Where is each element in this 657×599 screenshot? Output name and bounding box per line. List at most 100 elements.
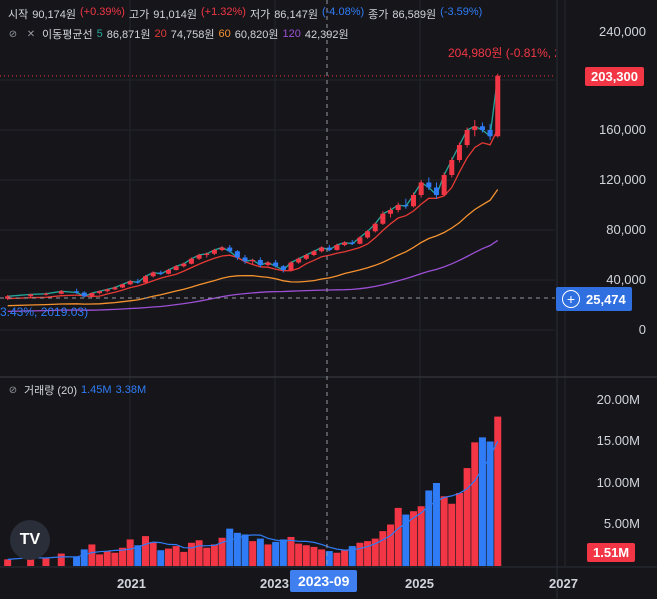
volume-bar [478, 437, 486, 566]
eye-off-icon[interactable]: ⊘ [8, 384, 18, 396]
high-change: (+1.32%) [200, 6, 246, 18]
volume-bar [279, 539, 287, 566]
volume-ma-line [7, 440, 499, 560]
candle-body [280, 266, 286, 270]
candle-body [449, 160, 455, 175]
candle-body [227, 247, 233, 252]
ma20-value: 74,758원 [170, 29, 215, 41]
price-tick: 160,000 [599, 122, 646, 137]
volume-bar [417, 506, 425, 566]
high-value: 91,014원 [153, 9, 197, 21]
overlays [0, 0, 555, 566]
plus-circle-icon[interactable]: + [562, 290, 580, 308]
volume-bar [494, 416, 502, 566]
close-value: 86,589원 [392, 9, 437, 21]
volume-bar [379, 531, 387, 566]
candle-body [395, 205, 401, 210]
volume-bar [486, 441, 494, 566]
candle-body [433, 187, 439, 195]
candle-body [342, 242, 348, 245]
candle-body [464, 130, 470, 145]
open-value: 90,174원 [32, 9, 77, 21]
candle-body [112, 287, 118, 290]
candle-body [158, 272, 164, 274]
volume-bar [394, 507, 402, 566]
volume-bar [333, 552, 341, 566]
ohlc-legend: 시작 90,174원 (+0.39%) 고가 91,014원 (+1.32%) … [8, 6, 482, 22]
eye-off-icon[interactable]: ⊘ [8, 28, 18, 40]
ma120-value: 42,392원 [304, 29, 349, 41]
volume-bar [310, 546, 318, 566]
volume-tick: 20.00M [596, 392, 640, 407]
candle-body [188, 258, 194, 264]
volume-bar [126, 539, 134, 566]
candle-body [173, 266, 179, 270]
volume-bar [195, 540, 203, 566]
ma-line-60 [7, 189, 499, 307]
volume-bar [57, 553, 65, 566]
price-tick: 80,000 [606, 222, 646, 237]
low-change: (-4.08%) [321, 6, 365, 18]
volume-bar [218, 537, 226, 566]
volume-bar [111, 552, 119, 566]
volume-bar [302, 545, 310, 566]
candle-body [43, 293, 49, 295]
volume-bar [27, 556, 35, 566]
price-tick: 40,000 [606, 272, 646, 287]
volume-bar [364, 541, 372, 566]
volume-bar [249, 541, 257, 566]
candle-body [58, 291, 64, 294]
volume-bar [471, 442, 479, 566]
volume-label: 거래량 (20) [24, 385, 77, 397]
candle-body [74, 291, 80, 293]
candles [5, 73, 501, 300]
candle-body [472, 126, 478, 130]
candle-body [250, 260, 256, 262]
high-label: 고가 [128, 9, 150, 21]
volume-tick: 10.00M [596, 475, 640, 490]
volume-bar [103, 551, 111, 566]
volume-bar [325, 551, 333, 566]
candle-body [495, 75, 501, 137]
volume-bar [141, 536, 149, 566]
low-label: 저가 [249, 9, 271, 21]
candle-body [165, 270, 171, 274]
candle-body [479, 126, 485, 130]
candle-body [441, 175, 447, 195]
low-value: 86,147원 [274, 9, 318, 21]
candle-body [265, 262, 271, 265]
ma-line-120 [7, 239, 499, 313]
tradingview-logo[interactable]: TV [10, 520, 50, 560]
candle-body [380, 213, 386, 224]
price-tick: 120,000 [599, 172, 646, 187]
volume-bar [387, 524, 395, 566]
candle-body [181, 263, 187, 267]
volume-tick: 5.00M [603, 516, 640, 531]
volume-bar [187, 542, 195, 566]
candle-body [242, 257, 248, 262]
candle-body [219, 247, 225, 250]
candle-body [403, 205, 409, 207]
candle-body [234, 251, 240, 258]
volume-bar [371, 538, 379, 566]
candle-body [311, 251, 317, 255]
volume-bar [157, 550, 165, 566]
volume-bar [233, 532, 241, 566]
candle-body [204, 253, 210, 255]
close-icon[interactable]: ✕ [26, 28, 36, 40]
candle-body [456, 145, 462, 160]
candle-body [150, 272, 156, 277]
volume-bar [88, 544, 96, 566]
ma60-value: 60,820원 [234, 29, 279, 41]
crosshair-price-tag[interactable]: + 25,474 [556, 287, 632, 311]
candle-body [319, 247, 325, 252]
candle-body [127, 281, 133, 285]
volume-bar [463, 468, 471, 566]
volume-value-1: 1.45M [80, 384, 112, 396]
candle-body [5, 296, 11, 299]
volume-bar [348, 546, 356, 566]
candle-body [97, 291, 103, 294]
crosshair-date-tag: 2023-09 [290, 570, 358, 592]
